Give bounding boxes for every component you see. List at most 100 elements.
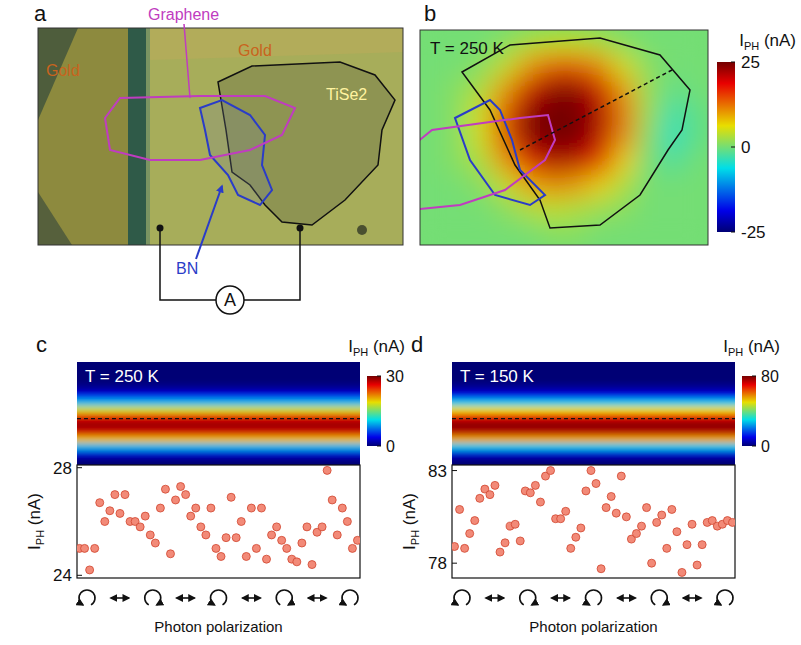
data-point: [237, 518, 245, 526]
strip-cell: [77, 406, 360, 414]
data-point: [136, 523, 144, 531]
data-point: [466, 530, 474, 538]
data-point: [257, 504, 265, 512]
data-point: [182, 491, 190, 499]
strip-cell: [452, 421, 735, 429]
data-point: [501, 539, 509, 547]
line-cut: [77, 418, 360, 419]
data-point: [678, 568, 686, 576]
data-point: [172, 496, 180, 504]
colorbar-tick-label: -25: [741, 223, 766, 242]
strip-cells: [452, 362, 735, 465]
y-tick-label: 28: [53, 459, 72, 478]
colorbar-label: IPH (nA): [739, 31, 796, 52]
data-point: [648, 559, 656, 567]
data-point: [348, 544, 356, 552]
map-cell: [516, 102, 541, 126]
label-sub: PH: [353, 346, 368, 358]
ammeter-label: A: [224, 290, 236, 310]
data-point: [587, 467, 595, 475]
map-cell: [684, 54, 708, 78]
map-cell: [636, 149, 661, 173]
y-axis-label: IPH (nA): [400, 493, 421, 550]
gold-label: Gold: [238, 42, 272, 59]
y-tick-label: 78: [428, 554, 447, 573]
stripe: [128, 28, 146, 245]
bn-leader: [196, 186, 222, 259]
temperature-label: T = 250 K: [85, 367, 160, 386]
colorbar-tick-label: 80: [761, 368, 779, 385]
linear-polarization-icon: [617, 597, 635, 599]
map-cell: [660, 197, 685, 221]
colorbar-tick: [731, 147, 735, 148]
contact: [157, 225, 164, 232]
linear-polarization-icon: [111, 597, 129, 599]
data-point: [526, 489, 534, 497]
data-point: [673, 528, 681, 536]
ammeter: [216, 286, 244, 314]
y-tick: [452, 470, 457, 471]
map-cell: [636, 78, 661, 102]
contact: [297, 225, 304, 232]
data-point: [202, 531, 210, 539]
data-point: [177, 483, 185, 491]
data-point: [308, 561, 316, 569]
map-cell: [588, 78, 613, 102]
label-sub: PH: [34, 530, 46, 545]
map-cell: [564, 221, 589, 245]
map-cell: [684, 149, 708, 173]
map-cell: [636, 54, 661, 78]
data-point: [496, 548, 504, 556]
map-cell: [420, 221, 445, 245]
map-cell: [468, 126, 493, 150]
data-point: [668, 505, 676, 513]
map-cell: [588, 126, 613, 150]
dark-region: [38, 192, 72, 245]
data-point: [161, 485, 169, 493]
map-cell: [660, 102, 685, 126]
data-point: [293, 558, 301, 566]
data-point: [91, 544, 99, 552]
micrograph: [38, 28, 403, 245]
data-point: [278, 536, 286, 544]
strip-cell: [77, 399, 360, 407]
panel-letter: b: [424, 1, 436, 26]
map-cell: [564, 126, 589, 150]
data-point: [151, 539, 159, 547]
data-point: [268, 531, 276, 539]
data-point: [547, 467, 555, 475]
points: [452, 467, 735, 577]
bn-outline: [455, 100, 545, 205]
strip-cell: [452, 436, 735, 444]
graphene-leader: [184, 24, 190, 98]
linear-polarization-icon: [308, 597, 326, 599]
map-cell: [588, 173, 613, 197]
circular-polarization-icon: [586, 590, 602, 605]
map-ground: [420, 30, 708, 245]
linear-polarization-icon: [177, 597, 195, 599]
data-point: [632, 530, 640, 538]
temperature-label: T = 250 K: [430, 39, 505, 58]
map-cell: [564, 54, 589, 78]
strip-map: [452, 362, 735, 465]
data-point: [597, 565, 605, 573]
map-cell: [660, 149, 685, 173]
data-point: [263, 555, 271, 563]
data-point: [106, 507, 114, 515]
data-point: [617, 472, 625, 480]
data-point: [658, 511, 666, 519]
circular-polarization-icon: [651, 590, 667, 605]
map-cell: [444, 197, 469, 221]
map-cell: [684, 197, 708, 221]
colorbar-tick: [752, 376, 756, 377]
data-point: [81, 544, 89, 552]
circular-polarization-icon: [276, 590, 292, 605]
line-cut: [452, 418, 735, 419]
data-point: [698, 541, 706, 549]
map-cells: [420, 30, 708, 245]
label-unit: (nA): [743, 337, 780, 356]
y-tick-label: 83: [428, 462, 447, 481]
strip-cell: [77, 414, 360, 422]
colorbar-label: IPH (nA): [723, 337, 780, 358]
panel-letter: c: [36, 332, 47, 357]
